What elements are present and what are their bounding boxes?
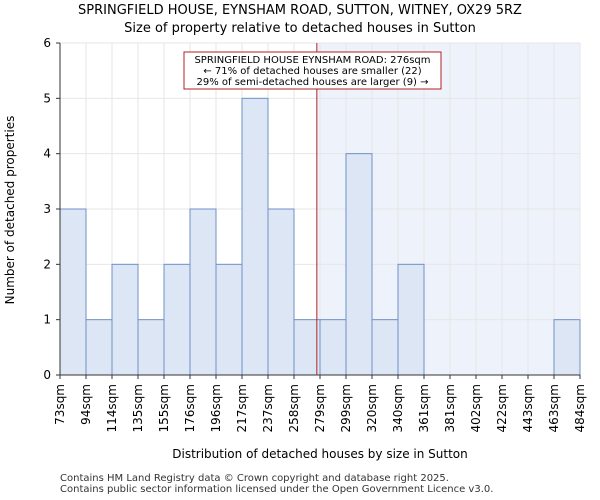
- annotation-line-3: 29% of semi-detached houses are larger (…: [196, 77, 428, 88]
- bar-155sqm: [163, 263, 191, 376]
- x-tick-label: 422sqm: [495, 384, 509, 432]
- y-tick-label: 4: [43, 147, 51, 161]
- annotation-line-1: SPRINGFIELD HOUSE EYNSHAM ROAD: 276sqm: [194, 55, 430, 66]
- x-tick-label: 402sqm: [469, 384, 483, 432]
- bar-340sqm: [397, 263, 425, 376]
- footer-attribution-1: Contains HM Land Registry data © Crown c…: [60, 473, 449, 484]
- x-tick-label: 320sqm: [365, 384, 379, 432]
- bar-320sqm: [371, 319, 399, 376]
- x-tick-label: 381sqm: [443, 384, 457, 432]
- y-tick-label: 3: [43, 202, 51, 216]
- y-tick-label: 5: [43, 91, 51, 105]
- bar-237sqm: [267, 208, 295, 376]
- x-tick-label: 463sqm: [547, 384, 561, 432]
- bar-176sqm: [189, 208, 217, 376]
- x-tick-label: 135sqm: [131, 384, 145, 432]
- x-tick-label: 176sqm: [183, 384, 197, 432]
- chart-title: SPRINGFIELD HOUSE, EYNSHAM ROAD, SUTTON,…: [78, 3, 522, 18]
- x-tick-label: 340sqm: [391, 384, 405, 432]
- bar-258sqm: [293, 319, 321, 376]
- y-tick-label: 0: [43, 368, 51, 382]
- x-tick-label: 196sqm: [209, 384, 223, 432]
- chart-subtitle: Size of property relative to detached ho…: [124, 21, 476, 36]
- y-axis-label: Number of detached properties: [3, 116, 17, 305]
- bar-217sqm: [241, 97, 269, 376]
- x-tick-label: 217sqm: [235, 384, 249, 432]
- annotation-box: [183, 51, 442, 90]
- x-tick-label: 114sqm: [105, 384, 119, 432]
- x-tick-label: 279sqm: [313, 384, 327, 432]
- x-tick-label: 299sqm: [339, 384, 353, 432]
- x-tick-label: 443sqm: [521, 384, 535, 432]
- x-tick-label: 73sqm: [53, 384, 67, 425]
- x-tick-label: 258sqm: [287, 384, 301, 432]
- bar-135sqm: [137, 319, 165, 376]
- x-tick-label: 361sqm: [417, 384, 431, 432]
- y-tick-label: 1: [43, 313, 51, 327]
- y-tick-label: 6: [43, 36, 51, 50]
- x-tick-label: 237sqm: [261, 384, 275, 432]
- footer-attribution-2: Contains public sector information licen…: [60, 484, 494, 495]
- x-tick-label: 484sqm: [573, 384, 587, 432]
- x-axis-label: Distribution of detached houses by size …: [172, 447, 467, 461]
- x-tick-label: 94sqm: [79, 384, 93, 425]
- bar-299sqm: [345, 153, 373, 376]
- x-tick-label: 155sqm: [157, 384, 171, 432]
- y-tick-label: 2: [43, 257, 51, 271]
- bar-279sqm: [319, 319, 347, 376]
- bar-463sqm: [553, 319, 581, 376]
- bar-73sqm: [59, 208, 87, 376]
- bar-196sqm: [215, 263, 243, 376]
- annotation-line-2: ← 71% of detached houses are smaller (22…: [203, 66, 421, 77]
- bar-94sqm: [85, 319, 113, 376]
- bar-114sqm: [111, 263, 139, 376]
